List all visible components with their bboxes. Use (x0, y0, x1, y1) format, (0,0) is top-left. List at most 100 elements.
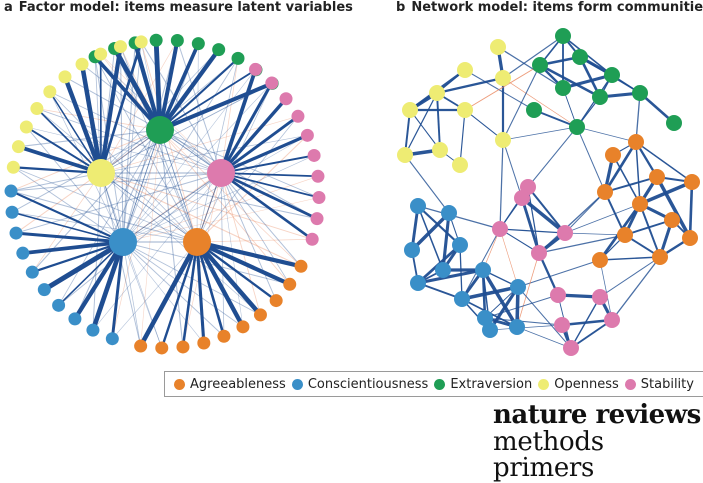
item-node-openness (94, 48, 107, 61)
item-node-openness (12, 140, 25, 153)
item-node-agreeableness (236, 320, 249, 333)
network-node-openness (402, 102, 418, 118)
item-node-stability (312, 191, 325, 204)
panel-b-title: b Network model: items form communities (396, 0, 703, 15)
item-node-conscientiousness (106, 332, 119, 345)
network-node-openness (457, 62, 473, 78)
network-node-stability (550, 287, 566, 303)
item-node-agreeableness (197, 337, 210, 350)
item-node-openness (30, 102, 43, 115)
legend-item-agreeableness: Agreeableness (174, 377, 286, 392)
network-node-extraversion (532, 57, 548, 73)
network-node-stability (514, 190, 530, 206)
network-node-stability (563, 340, 579, 356)
within-community-edge (636, 142, 640, 204)
network-node-stability (592, 289, 608, 305)
network-node-agreeableness (628, 134, 644, 150)
item-node-stability (301, 129, 314, 142)
network-node-conscientiousness (475, 262, 491, 278)
panel-b-title-text: Network model: items form communities (411, 0, 703, 15)
network-node-stability (492, 221, 508, 237)
within-community-edge (613, 155, 640, 204)
network-node-conscientiousness (510, 279, 526, 295)
item-node-stability (311, 212, 324, 225)
diagram-canvas (0, 0, 703, 370)
cross-loading-edge (197, 44, 198, 242)
item-node-agreeableness (176, 340, 189, 353)
item-node-openness (76, 58, 89, 71)
network-node-conscientiousness (410, 275, 426, 291)
item-node-agreeableness (217, 330, 230, 343)
item-node-agreeableness (270, 294, 283, 307)
between-community-edge (503, 127, 577, 140)
network-node-agreeableness (664, 212, 680, 228)
factor-node-openness (87, 159, 115, 187)
panel-b-tag: b (396, 0, 405, 15)
factor-node-stability (207, 159, 235, 187)
network-node-agreeableness (649, 169, 665, 185)
within-community-edge (460, 110, 465, 165)
item-node-conscientiousness (10, 227, 23, 240)
logo-line-1: nature reviews (493, 402, 703, 428)
network-node-extraversion (569, 119, 585, 135)
item-node-stability (311, 170, 324, 183)
between-community-edge (600, 257, 660, 297)
network-node-agreeableness (632, 196, 648, 212)
legend-dot-agreeableness (174, 379, 185, 390)
network-node-conscientiousness (410, 198, 426, 214)
item-node-conscientiousness (52, 299, 65, 312)
network-node-agreeableness (617, 227, 633, 243)
network-node-extraversion (592, 89, 608, 105)
network-node-openness (429, 85, 445, 101)
factor-node-extraversion (146, 116, 174, 144)
item-node-agreeableness (134, 340, 147, 353)
item-node-stability (265, 77, 278, 90)
network-model-edges (405, 36, 692, 348)
between-community-edge (612, 257, 660, 320)
legend-label: Openness (554, 377, 619, 392)
item-node-conscientiousness (16, 247, 29, 260)
network-node-openness (452, 157, 468, 173)
item-node-conscientiousness (5, 185, 18, 198)
network-node-openness (457, 102, 473, 118)
network-node-conscientiousness (477, 310, 493, 326)
factor-node-conscientiousness (109, 228, 137, 256)
panel-a-tag: a (4, 0, 13, 15)
logo-line-2: methods primers (493, 429, 703, 481)
legend-dot-conscientiousness (292, 379, 303, 390)
item-node-stability (308, 149, 321, 162)
network-node-stability (557, 225, 573, 241)
network-node-extraversion (632, 85, 648, 101)
network-node-stability (604, 312, 620, 328)
item-node-agreeableness (283, 278, 296, 291)
legend-item-conscientiousness: Conscientiousness (292, 377, 429, 392)
network-node-openness (495, 70, 511, 86)
item-node-agreeableness (294, 260, 307, 273)
item-node-conscientiousness (86, 324, 99, 337)
item-node-openness (58, 70, 71, 83)
network-node-conscientiousness (404, 242, 420, 258)
network-node-openness (495, 132, 511, 148)
cross-loading-edge (123, 242, 141, 346)
item-node-agreeableness (155, 341, 168, 354)
item-node-openness (20, 120, 33, 133)
network-node-agreeableness (684, 174, 700, 190)
item-node-openness (7, 161, 20, 174)
between-community-edge (565, 233, 625, 235)
network-node-extraversion (526, 102, 542, 118)
network-node-extraversion (555, 80, 571, 96)
between-community-edge (528, 127, 577, 187)
network-node-extraversion (572, 49, 588, 65)
legend-dot-stability (625, 379, 636, 390)
item-node-openness (135, 35, 148, 48)
within-community-edge (690, 182, 692, 238)
network-node-agreeableness (592, 252, 608, 268)
between-community-edge (500, 229, 518, 287)
network-node-openness (397, 147, 413, 163)
network-node-extraversion (604, 67, 620, 83)
within-community-edge (528, 187, 565, 233)
legend-label: Extraversion (450, 377, 532, 392)
legend-label: Stability (641, 377, 694, 392)
item-node-stability (291, 110, 304, 123)
